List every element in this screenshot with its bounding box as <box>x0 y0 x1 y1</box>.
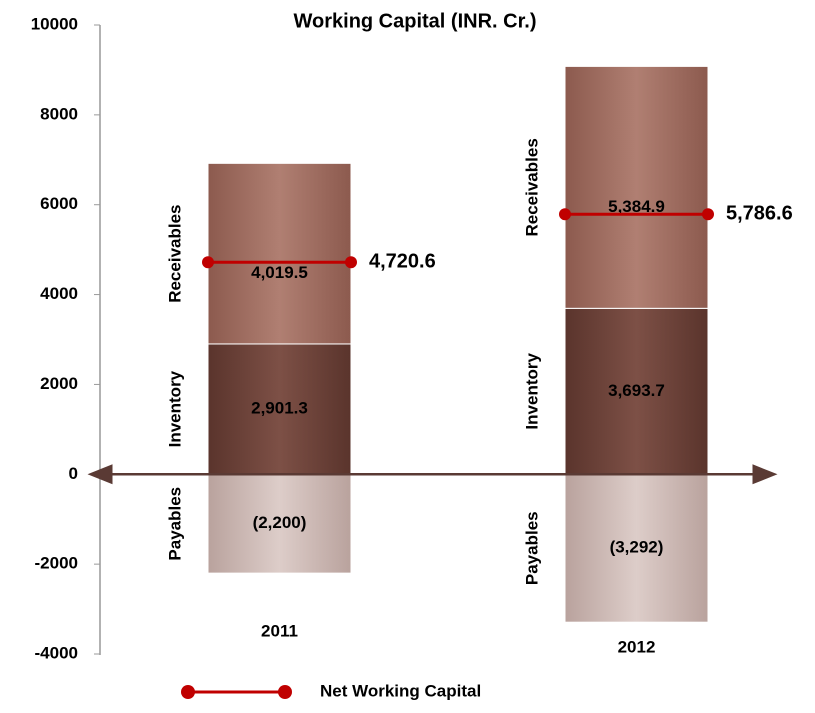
bar-segment <box>564 473 709 623</box>
bar-segment <box>564 307 709 475</box>
series-label: Payables <box>522 511 541 585</box>
y-tick-label: 10000 <box>31 14 78 33</box>
series-label: Payables <box>165 487 184 561</box>
bar-segment <box>564 65 709 309</box>
data-label: 4,019.5 <box>251 263 308 282</box>
net-label: 4,720.6 <box>369 250 436 272</box>
net-dot <box>559 208 571 221</box>
x-tick-label: 2011 <box>261 621 298 640</box>
legend-label: Net Working Capital <box>320 681 481 700</box>
data-label: (3,292) <box>610 538 664 557</box>
legend-dot <box>278 685 292 699</box>
net-label: 5,786.6 <box>726 203 793 225</box>
net-dot <box>702 208 714 221</box>
data-label: 2,901.3 <box>251 399 308 418</box>
data-label: 3,693.7 <box>608 381 665 400</box>
bar-segment <box>207 162 352 345</box>
x-tick-label: 2012 <box>618 637 656 656</box>
series-label: Receivables <box>522 138 541 236</box>
series-label: Inventory <box>522 353 541 430</box>
y-tick-label: 4000 <box>40 284 78 303</box>
y-tick-label: -2000 <box>35 554 78 573</box>
y-tick-label: 6000 <box>40 194 78 213</box>
y-tick-label: 2000 <box>40 374 78 393</box>
chart-title: Working Capital (INR. Cr.) <box>294 10 537 32</box>
series-label: Receivables <box>165 204 184 302</box>
y-tick-label: 8000 <box>40 104 78 123</box>
data-label: (2,200) <box>253 513 307 532</box>
y-tick-label: -4000 <box>35 643 78 662</box>
net-dot <box>345 256 357 269</box>
bar-segment <box>207 473 352 574</box>
net-dot <box>202 256 214 269</box>
legend-dot <box>181 685 195 699</box>
series-label: Inventory <box>165 370 184 447</box>
data-label: 5,384.9 <box>608 197 665 216</box>
y-tick-label: 0 <box>69 464 78 483</box>
